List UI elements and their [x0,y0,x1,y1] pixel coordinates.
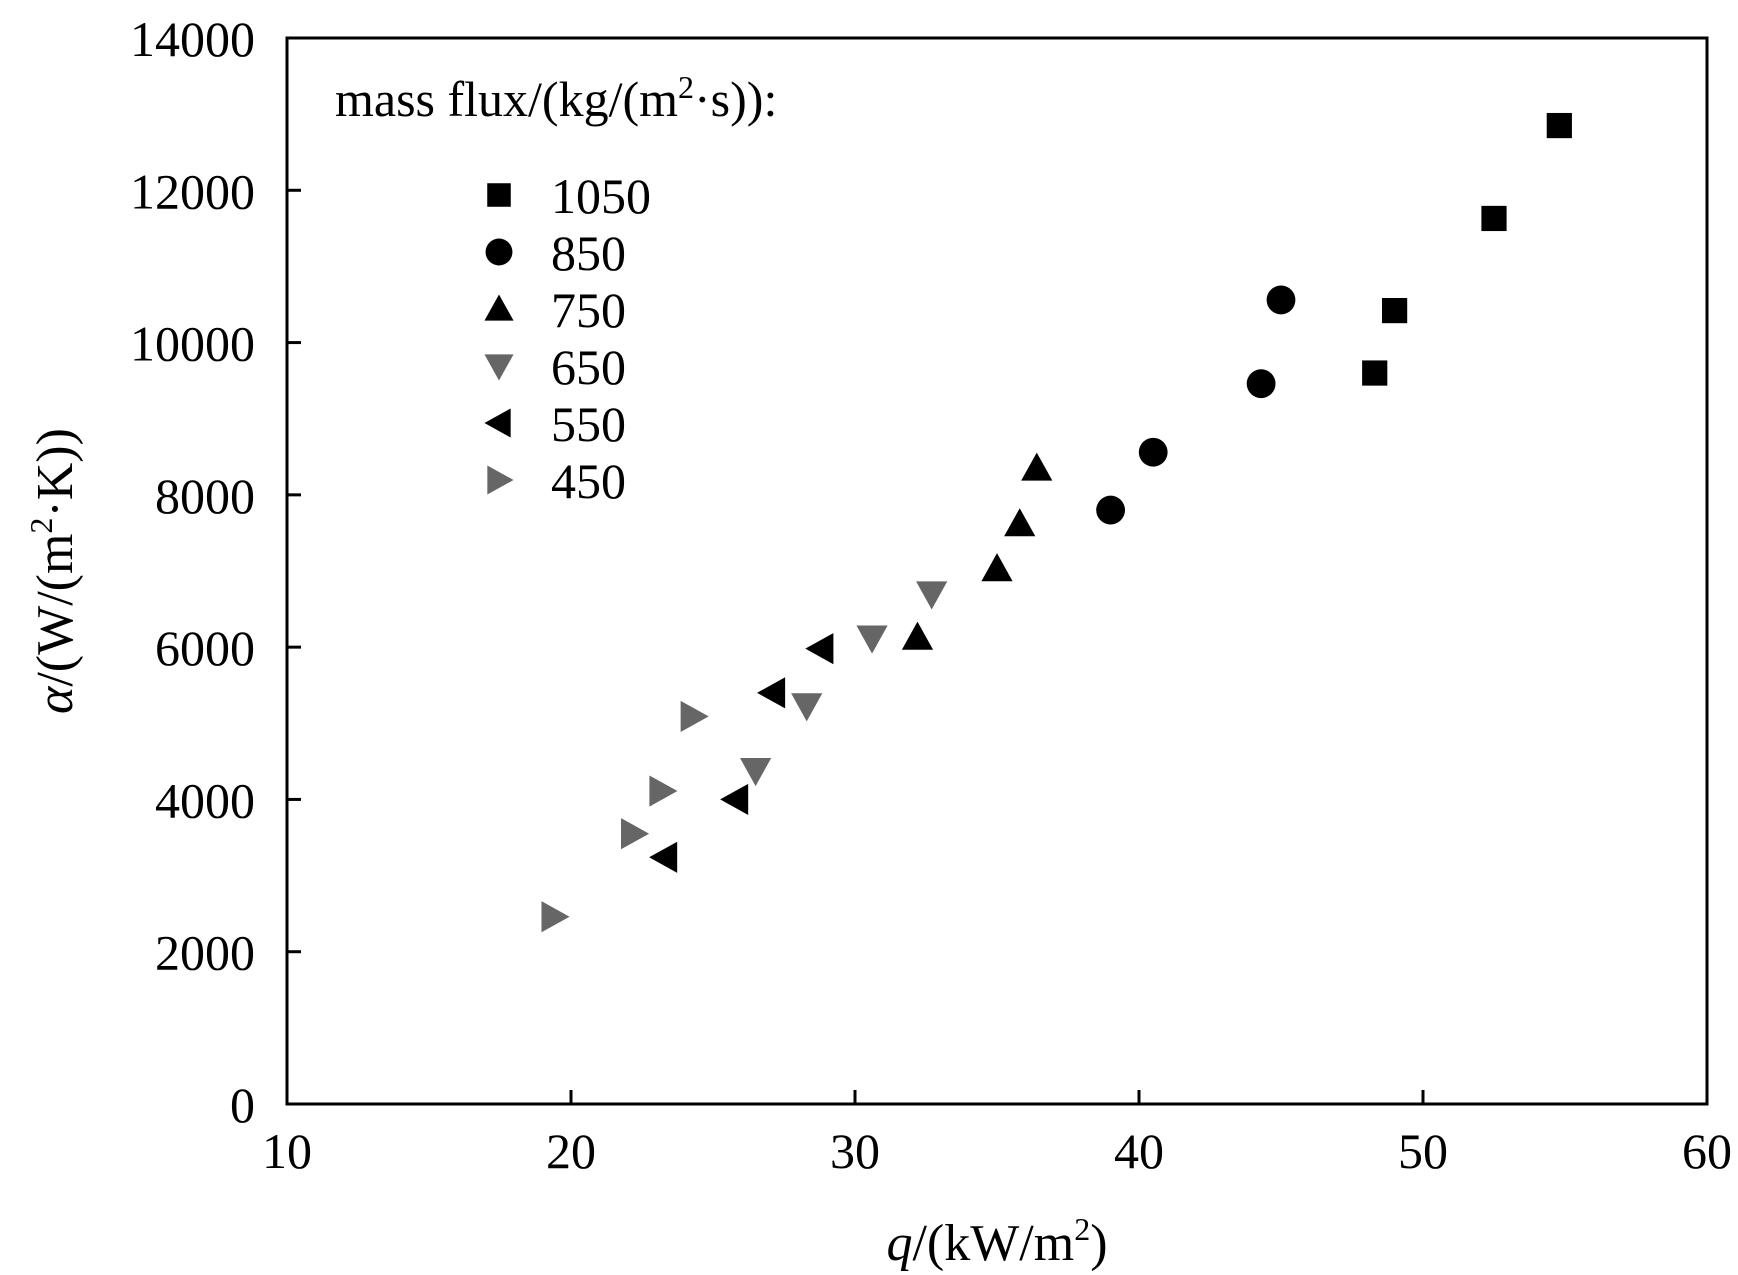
legend-marker [484,294,514,321]
x-tick-label: 30 [830,1123,880,1179]
data-point [1004,508,1036,537]
x-tick-label: 10 [262,1123,312,1179]
legend-item-450: 450 [487,453,626,509]
x-axis-title-close: ) [1090,1215,1107,1272]
legend-marker [484,354,514,381]
data-point [916,581,948,610]
data-point [1096,495,1125,525]
x-axis-title-text: /(kW/m [912,1215,1074,1272]
y-axis-title-text: /(W/(m [27,534,84,687]
series-650 [740,581,948,787]
legend-marker [485,238,513,266]
legend-label: 750 [551,282,626,338]
data-point [649,775,678,807]
series-1050 [1362,112,1572,386]
y-axis-title: α/(W/(m2·K)) [23,428,84,714]
y-tick-label: 14000 [130,11,255,67]
data-point [1481,205,1507,232]
y-tick-label: 2000 [155,925,255,981]
y-axis-title-end: ·K)) [27,428,84,518]
data-point [1266,285,1296,315]
y-axis-title-sup: 2 [23,518,59,534]
data-point [649,841,678,873]
data-point [1546,112,1572,139]
y-axis-title-italic: α [27,685,84,714]
data-point [1362,360,1388,386]
legend-label: 450 [551,453,626,509]
series-450 [541,700,709,933]
legend-title-end: ·s)): [694,71,777,127]
y-tick-label: 4000 [155,772,255,828]
axis-ticks [285,36,1709,1106]
x-axis-title: q/(kW/m2) [886,1211,1107,1272]
y-tick-label: 6000 [155,620,255,676]
legend: mass flux/(kg/(m2·s)): 10508507506505504… [335,69,777,509]
legend-item-650: 650 [484,339,626,395]
axis-tick-labels: 10 20 30 40 50 60 0 2000 4000 6000 8000 10000 12000 1… [130,11,1732,1179]
legend-label: 650 [551,339,626,395]
data-point [1021,452,1053,481]
data-point [1138,437,1168,467]
x-axis-title-italic: q [886,1215,912,1272]
legend-title-text: mass flux/(kg/(m [335,71,678,127]
data-point [791,693,823,722]
data-point [757,677,786,709]
legend-title-sup: 2 [678,69,694,105]
y-tick-label: 12000 [130,163,255,219]
x-tick-label: 40 [1114,1123,1164,1179]
data-point [740,758,772,787]
x-axis-title-sup: 2 [1074,1211,1090,1247]
legend-title: mass flux/(kg/(m2·s)): [335,69,777,127]
series-550 [649,633,834,873]
legend-label: 550 [551,396,626,452]
x-tick-label: 50 [1398,1123,1448,1179]
data-points [541,112,1572,933]
legend-item-550: 550 [484,396,626,452]
data-point [856,625,888,654]
y-tick-label: 0 [230,1077,255,1133]
data-point [1246,369,1276,399]
data-point [680,700,709,733]
data-point [981,553,1013,582]
legend-marker [487,465,514,495]
legend-marker [487,183,511,207]
data-point [541,901,570,933]
x-tick-label: 20 [546,1123,596,1179]
data-point [901,621,934,650]
plot-frame [285,36,1709,1106]
legend-label: 1050 [551,168,651,224]
y-tick-label: 10000 [130,316,255,372]
data-point [1382,297,1408,324]
x-tick-label: 60 [1682,1123,1732,1179]
legend-label: 850 [551,225,626,281]
series-750 [901,452,1053,650]
series-850 [1096,285,1296,525]
legend-marker [484,408,511,438]
data-point [805,633,834,665]
legend-item-1050: 1050 [487,168,651,224]
legend-item-750: 750 [484,282,626,338]
data-point [720,783,749,816]
data-point [621,818,650,850]
y-tick-label: 8000 [155,468,255,524]
legend-item-850: 850 [485,225,626,281]
